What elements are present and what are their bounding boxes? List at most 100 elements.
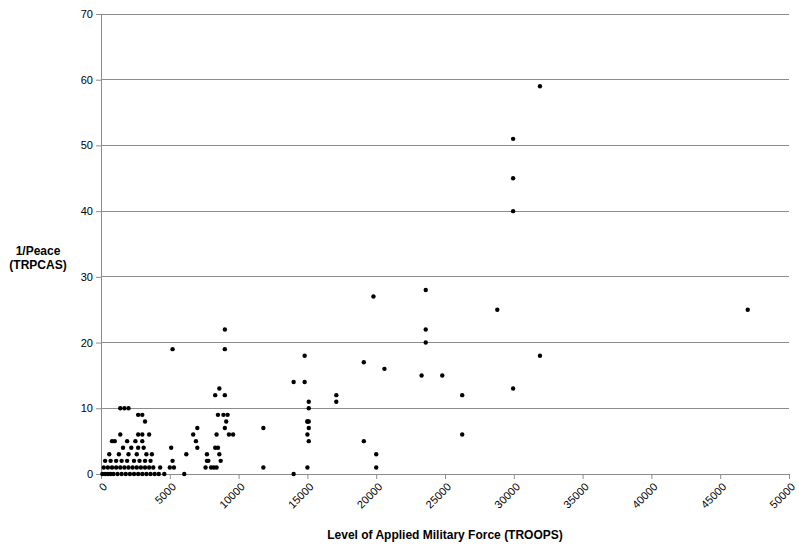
point — [144, 452, 148, 456]
point — [538, 354, 542, 358]
point — [511, 176, 515, 180]
y-tick-mark — [96, 408, 101, 409]
point — [128, 472, 132, 476]
point — [460, 432, 464, 436]
x-tick-label: 50000 — [767, 480, 797, 510]
point — [223, 426, 227, 430]
point — [205, 452, 209, 456]
point — [217, 452, 221, 456]
point — [136, 413, 140, 417]
x-tick: 10000 — [217, 474, 247, 511]
y-tick: 10 — [81, 402, 101, 414]
point — [227, 432, 231, 436]
point — [195, 446, 199, 450]
y-tick-mark — [96, 343, 101, 344]
x-tick-label: 5000 — [152, 480, 178, 506]
y-tick-label: 0 — [87, 468, 93, 480]
point — [125, 459, 129, 463]
point — [261, 426, 265, 430]
point — [291, 380, 295, 384]
point — [424, 327, 428, 331]
point — [223, 393, 227, 397]
point — [307, 426, 311, 430]
point — [172, 465, 176, 469]
point — [147, 432, 151, 436]
point — [139, 465, 143, 469]
y-tick-mark — [96, 211, 101, 212]
y-tick-mark — [96, 145, 101, 146]
points — [100, 84, 750, 476]
point — [152, 472, 156, 476]
point — [143, 459, 147, 463]
chart: 0102030405060700500010000150002000025000… — [0, 0, 799, 545]
point — [117, 452, 121, 456]
x-tick-label: 10000 — [217, 480, 247, 510]
y-tick-label: 50 — [81, 139, 93, 151]
point — [305, 432, 309, 436]
point — [195, 426, 199, 430]
point — [305, 419, 309, 423]
point — [150, 452, 154, 456]
point — [424, 288, 428, 292]
grid-line — [101, 145, 789, 146]
point — [168, 465, 172, 469]
x-tick-mark — [514, 474, 515, 479]
point — [305, 465, 309, 469]
x-tick-mark — [720, 474, 721, 479]
point — [334, 400, 338, 404]
point — [135, 452, 139, 456]
x-tick-label: 25000 — [423, 480, 453, 510]
point — [114, 465, 118, 469]
point — [140, 432, 144, 436]
point — [148, 459, 152, 463]
point — [122, 465, 126, 469]
x-axis-title: Level of Applied Military Force (TROOPS) — [327, 528, 563, 542]
x-tick: 0 — [97, 474, 110, 493]
point — [133, 439, 137, 443]
point — [307, 406, 311, 410]
y-tick: 70 — [81, 8, 101, 20]
point — [184, 452, 188, 456]
point — [216, 446, 220, 450]
point — [307, 439, 311, 443]
x-tick-mark — [583, 474, 584, 479]
point — [118, 406, 122, 410]
x-axis-line — [102, 475, 790, 480]
y-tick: 40 — [81, 205, 101, 217]
x-tick-label: 30000 — [492, 480, 522, 510]
point — [419, 373, 423, 377]
x-tick: 45000 — [698, 474, 728, 511]
x-tick: 40000 — [630, 474, 660, 511]
y-axis-title: 1/Peace(TRPCAS) — [9, 244, 66, 272]
point — [223, 327, 227, 331]
x-tick-label: 0 — [97, 480, 110, 493]
point — [440, 373, 444, 377]
x-tick: 5000 — [152, 474, 178, 506]
y-tick-label: 70 — [81, 8, 93, 20]
point — [424, 340, 428, 344]
point — [511, 137, 515, 141]
point — [119, 472, 123, 476]
point — [158, 465, 162, 469]
point — [203, 465, 207, 469]
point — [125, 439, 129, 443]
point — [108, 459, 112, 463]
point — [511, 386, 515, 390]
x-tick-mark — [651, 474, 652, 479]
point — [151, 465, 155, 469]
point — [135, 465, 139, 469]
point — [143, 419, 147, 423]
point — [130, 465, 134, 469]
point — [121, 446, 125, 450]
x-tick-label: 40000 — [630, 480, 660, 510]
plot: 0102030405060700500010000150002000025000… — [81, 8, 798, 511]
point — [170, 459, 174, 463]
point — [118, 465, 122, 469]
point — [147, 465, 151, 469]
y-tick-label: 30 — [81, 271, 93, 283]
x-tick-label: 45000 — [698, 480, 728, 510]
point — [136, 472, 140, 476]
point — [374, 452, 378, 456]
point — [291, 472, 295, 476]
y-tick-label: 40 — [81, 205, 93, 217]
